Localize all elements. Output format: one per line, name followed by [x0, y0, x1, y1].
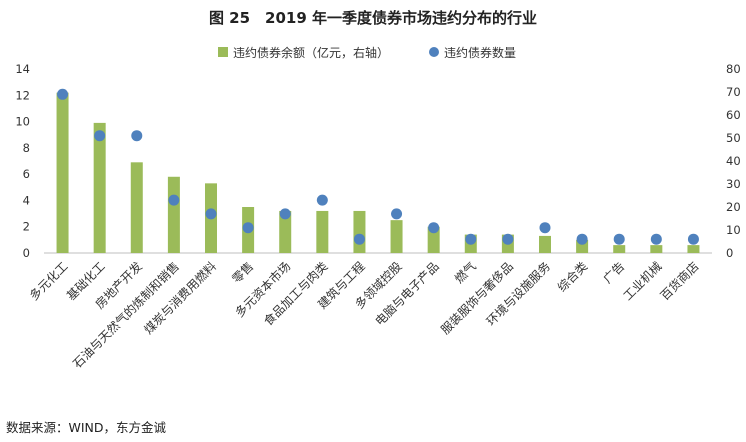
data-point	[502, 233, 514, 245]
category-label: 零售	[229, 259, 257, 287]
data-point	[242, 222, 254, 234]
category-label: 综合类	[554, 259, 590, 295]
bar	[167, 176, 180, 253]
bar-series	[56, 92, 700, 254]
data-point	[168, 194, 180, 206]
bar	[539, 235, 551, 253]
data-point	[94, 130, 106, 142]
bar	[613, 245, 626, 253]
dot-series	[57, 88, 699, 245]
left-tick-label: 0	[23, 246, 30, 260]
bar	[316, 210, 329, 253]
right-tick-label: 60	[726, 108, 741, 122]
right-tick-label: 10	[726, 223, 741, 237]
category-label: 多元化工	[27, 259, 71, 303]
left-tick-label: 2	[23, 220, 30, 234]
bar	[650, 245, 663, 253]
right-tick-label: 80	[726, 62, 741, 76]
left-tick-label: 6	[23, 167, 30, 181]
data-point	[576, 233, 588, 245]
bar	[279, 210, 292, 253]
category-label: 工业机械	[620, 259, 665, 304]
category-label: 电脑与电子产品	[372, 259, 441, 328]
right-tick-label: 70	[726, 85, 741, 99]
legend: 违约债券余额（亿元，右轴） 违约债券数量	[218, 45, 516, 60]
data-point	[613, 233, 625, 245]
right-tick-label: 20	[726, 200, 741, 214]
left-tick-label: 14	[15, 62, 30, 76]
category-label: 食品加工与肉类	[260, 259, 330, 329]
legend-bar-swatch	[218, 47, 228, 57]
left-tick-label: 12	[15, 88, 30, 102]
data-point	[57, 88, 69, 100]
legend-dot-label: 违约债券数量	[444, 45, 516, 60]
category-label: 环境与设施服务	[483, 259, 553, 329]
category-label: 百货商店	[657, 259, 702, 304]
right-tick-label: 0	[726, 246, 733, 260]
data-point	[428, 222, 440, 234]
right-tick-label: 30	[726, 177, 741, 191]
right-axis-ticks: 0 10 20 30 40 50 60 70 80	[726, 62, 741, 260]
legend-dot-swatch	[429, 47, 439, 57]
data-point	[279, 208, 291, 220]
left-tick-label: 4	[23, 193, 30, 207]
right-tick-label: 40	[726, 154, 741, 168]
data-point	[465, 233, 477, 245]
left-tick-label: 8	[23, 141, 30, 155]
category-label: 广告	[600, 259, 627, 286]
bar	[130, 162, 143, 253]
data-point	[687, 233, 699, 245]
left-tick-label: 10	[15, 115, 30, 129]
source-note: 数据来源：WIND，东方金诚	[6, 420, 167, 435]
bar	[56, 92, 69, 254]
bar	[390, 220, 403, 253]
data-point	[205, 208, 217, 220]
left-axis-ticks: 0 2 4 6 8 10 12 14	[15, 62, 30, 260]
data-point	[316, 194, 328, 206]
bar	[687, 245, 700, 253]
category-label: 燃气	[451, 259, 479, 287]
chart-title: 图 25 2019 年一季度债券市场违约分布的行业	[209, 9, 537, 27]
data-point	[650, 233, 662, 245]
bar	[353, 210, 366, 253]
data-point	[131, 130, 143, 142]
bar	[93, 122, 106, 253]
bar	[427, 226, 440, 253]
data-point	[391, 208, 403, 220]
data-point	[539, 222, 551, 234]
legend-bar-label: 违约债券余额（亿元，右轴）	[233, 45, 389, 60]
data-point	[353, 233, 365, 245]
right-tick-label: 50	[726, 131, 741, 145]
